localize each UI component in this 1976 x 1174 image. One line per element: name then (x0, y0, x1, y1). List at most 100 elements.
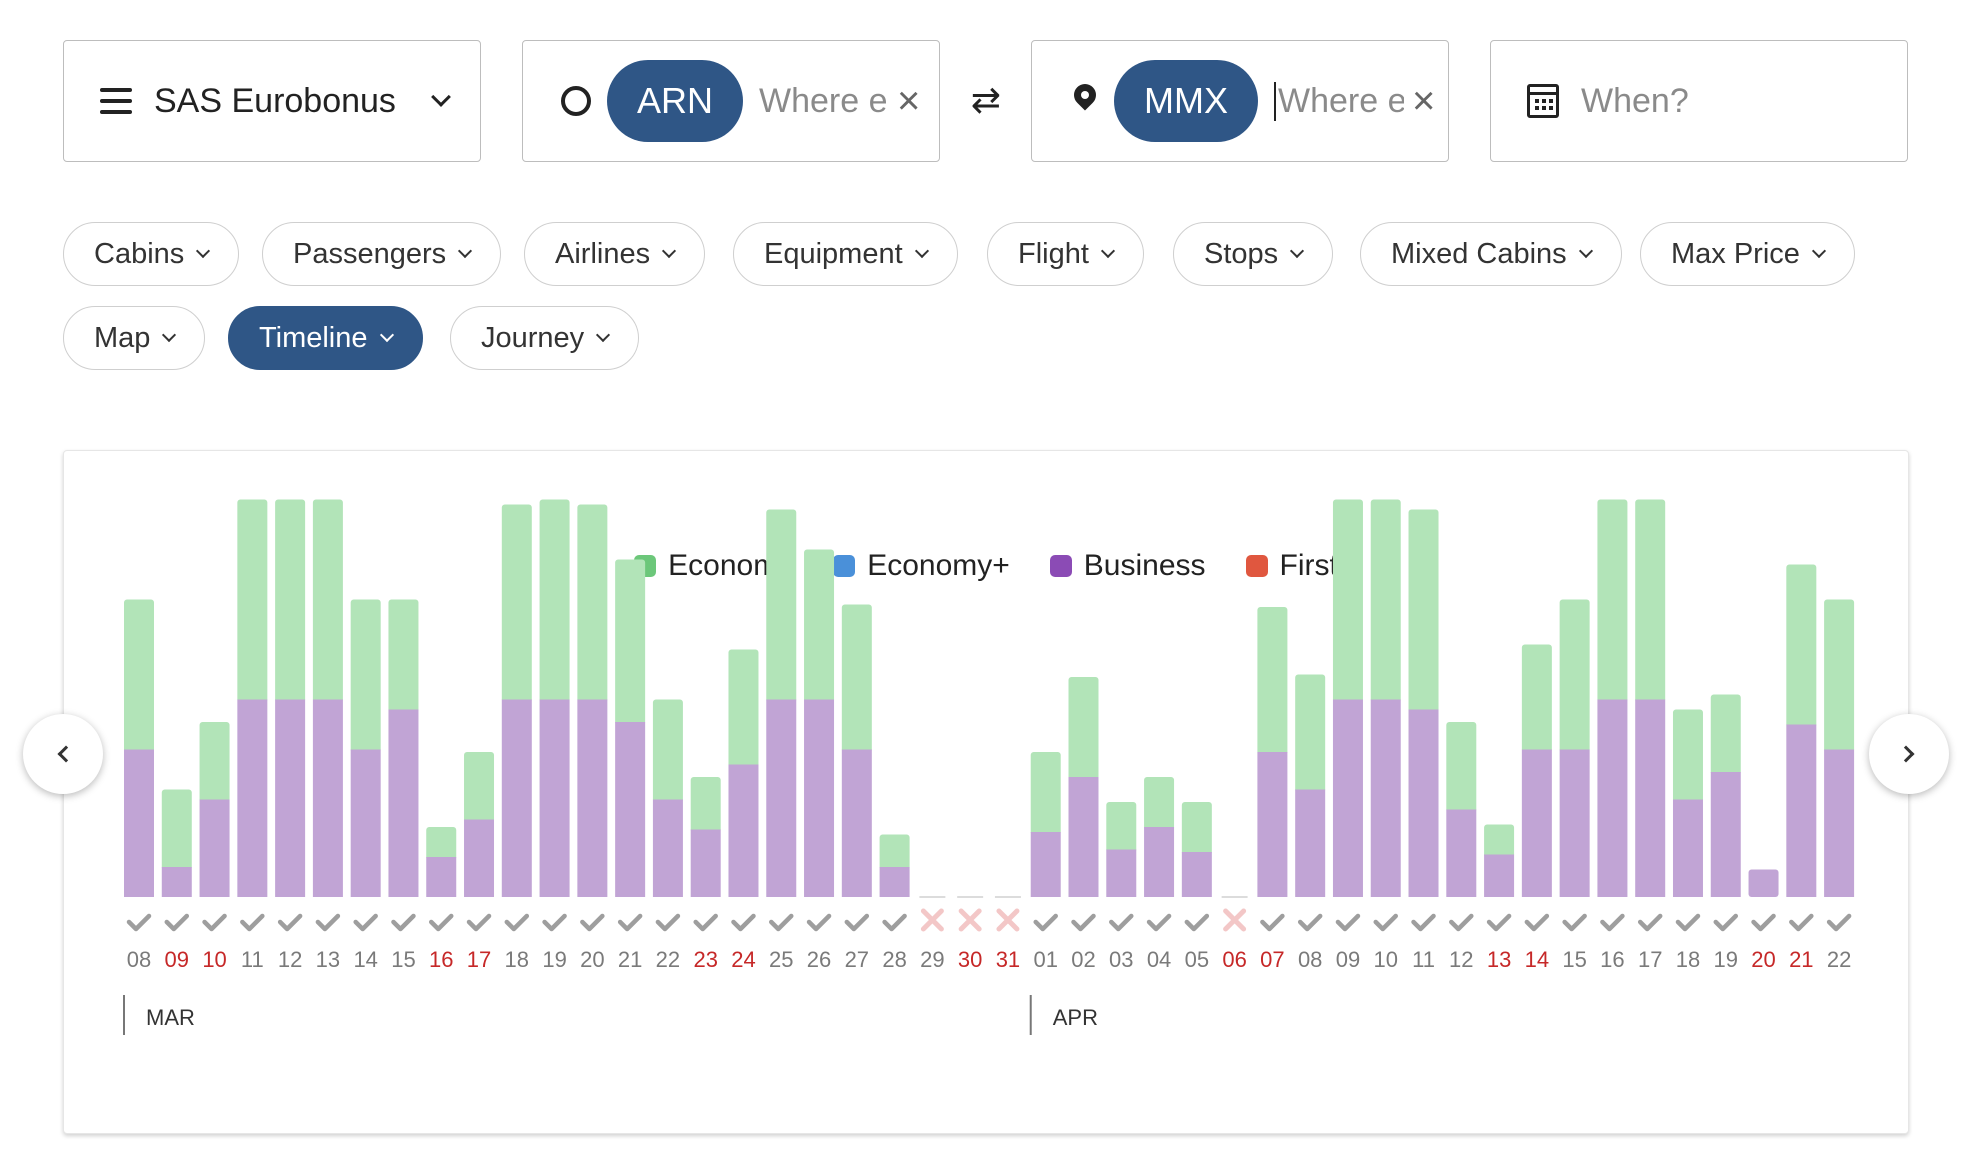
chevron-down-icon (162, 327, 177, 343)
swap-icon[interactable]: ⇄ (970, 79, 1002, 120)
business-bar (615, 722, 646, 897)
date-label: 24 (731, 947, 755, 972)
check-icon (428, 913, 454, 932)
check-icon (693, 913, 718, 932)
destination-chip[interactable]: MMX (1114, 60, 1258, 142)
business-bar (1824, 749, 1855, 897)
filter-equipment[interactable]: Equipment (733, 222, 958, 286)
date-placeholder: When? (1581, 81, 1689, 120)
view-timeline[interactable]: Timeline (228, 306, 423, 370)
origin-field[interactable]: ARN Where else? × (522, 40, 940, 162)
business-bar (1635, 699, 1666, 897)
date-label: 12 (1449, 947, 1473, 972)
economy-bar (1106, 802, 1137, 853)
date-label: 27 (845, 947, 869, 972)
chevron-down-icon (379, 327, 394, 343)
check-icon (882, 913, 907, 932)
view-journey[interactable]: Journey (450, 306, 640, 370)
business-bar (1295, 789, 1326, 897)
filter-mixed-cabins[interactable]: Mixed Cabins (1360, 222, 1622, 286)
date-label: 23 (693, 947, 717, 972)
filter-max-price[interactable]: Max Price (1640, 222, 1855, 286)
filter-cabins[interactable]: Cabins (63, 222, 240, 286)
date-label: 10 (1373, 947, 1397, 972)
check-icon (1675, 913, 1701, 932)
cross-icon (996, 908, 1020, 932)
business-bar (124, 749, 154, 897)
timeline-panel: Economy Economy+ Business First 08 MAR 09 1… (63, 450, 1909, 1134)
date-label: 18 (505, 947, 529, 972)
check-icon (1562, 913, 1587, 932)
economy-bar (1559, 599, 1590, 753)
check-icon (391, 913, 416, 932)
chevron-down-icon (1578, 243, 1593, 259)
date-label: 12 (278, 947, 302, 972)
legend-first[interactable]: First (1245, 549, 1338, 583)
filter-airlines[interactable]: Airlines (524, 222, 706, 286)
date-label: 14 (353, 947, 377, 972)
origin-input[interactable]: Where else? (759, 81, 889, 120)
economy-bar (1332, 499, 1363, 703)
business-bar (1786, 724, 1817, 897)
check-icon (202, 913, 227, 932)
filter-passengers[interactable]: Passengers (262, 222, 502, 286)
business-bar (728, 764, 759, 897)
business-bar (690, 829, 721, 897)
economy-bar (766, 509, 797, 703)
check-icon (806, 913, 832, 932)
filter-stops[interactable]: Stops (1173, 222, 1334, 286)
business-bar (1332, 699, 1363, 897)
date-label: 08 (127, 947, 151, 972)
check-icon (1297, 913, 1323, 932)
check-icon (1373, 913, 1398, 932)
business-bar (1144, 827, 1175, 897)
filter-flight[interactable]: Flight (987, 222, 1144, 286)
date-label: 22 (656, 947, 680, 972)
economy-bar (1408, 509, 1439, 713)
check-icon (353, 913, 378, 932)
date-label: 22 (1827, 947, 1851, 972)
check-icon (1486, 913, 1512, 932)
check-icon (466, 913, 492, 932)
origin-circle-icon (561, 86, 591, 116)
date-label: 10 (202, 947, 226, 972)
legend-economy-plus[interactable]: Economy+ (833, 549, 1010, 583)
view-map[interactable]: Map (63, 306, 206, 370)
economy-bar (1824, 599, 1855, 753)
business-bar (1521, 749, 1552, 897)
business-bar (1106, 849, 1137, 897)
economy-bar (1521, 644, 1552, 753)
destination-field[interactable]: MMX Where else? × (1031, 40, 1449, 162)
origin-clear-icon[interactable]: × (897, 79, 921, 123)
program-label: SAS Eurobonus (154, 81, 396, 120)
economy-bar (615, 559, 646, 725)
destination-input[interactable]: Where else? (1274, 81, 1404, 121)
date-label: 01 (1033, 947, 1057, 972)
date-label: 02 (1071, 947, 1095, 972)
destination-clear-icon[interactable]: × (1412, 79, 1436, 123)
economy-bar (237, 499, 268, 703)
chevron-down-icon (458, 243, 473, 259)
check-icon (1071, 913, 1096, 932)
next-dates-button[interactable] (1869, 714, 1949, 794)
date-label: 15 (1562, 947, 1586, 972)
month-label: APR (1053, 1005, 1098, 1030)
date-label: 13 (316, 947, 340, 972)
economy-bar (1068, 677, 1099, 780)
previous-dates-button[interactable] (23, 714, 103, 794)
origin-chip[interactable]: ARN (607, 60, 744, 142)
program-select[interactable]: SAS Eurobonus (63, 40, 481, 162)
business-bar (1672, 799, 1703, 897)
date-label: 11 (1412, 947, 1435, 972)
economy-bar (728, 649, 759, 768)
legend-business[interactable]: Business (1049, 549, 1206, 583)
chevron-down-icon (914, 243, 929, 259)
business-bar (1484, 854, 1515, 897)
chevron-down-icon (596, 327, 611, 343)
calendar-icon (1527, 84, 1559, 118)
business-bar (1408, 709, 1439, 897)
check-icon (126, 913, 152, 932)
business-bar (275, 699, 306, 897)
date-field[interactable]: When? (1490, 40, 1908, 162)
date-label: 28 (882, 947, 906, 972)
